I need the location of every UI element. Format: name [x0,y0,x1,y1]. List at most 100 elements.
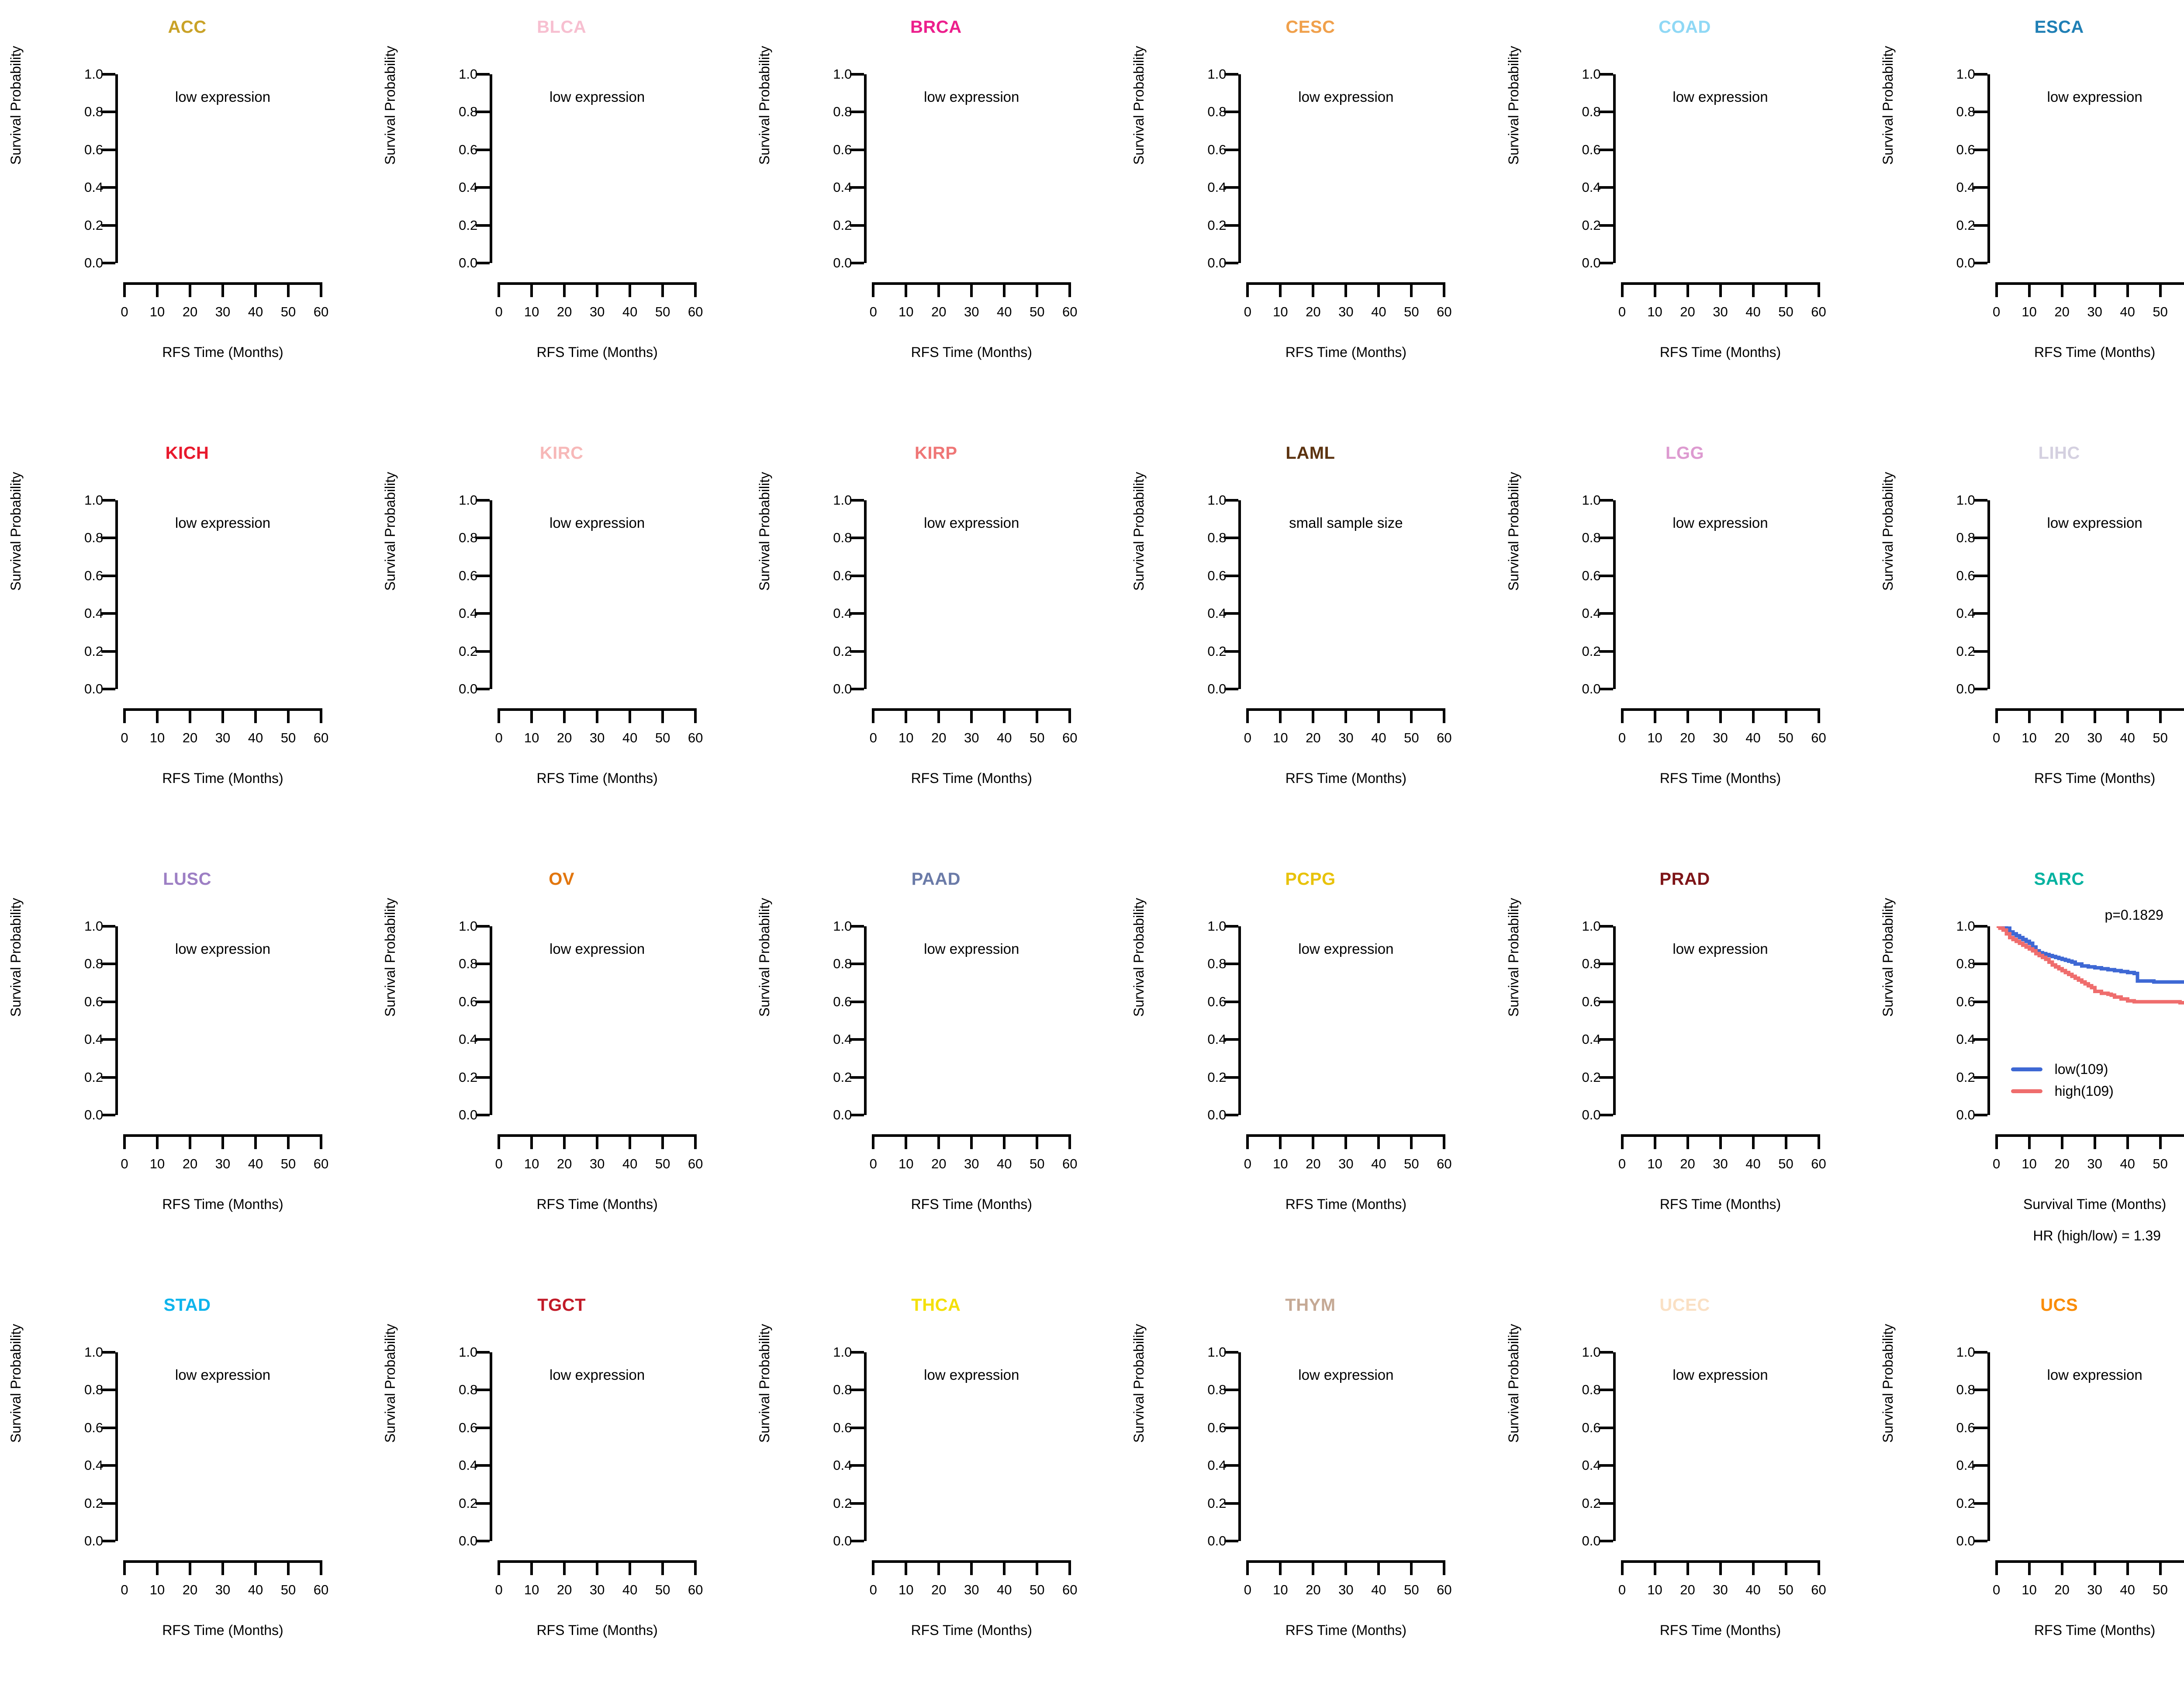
y-tick-label: 0.0 [1207,255,1227,270]
x-tick [1279,708,1282,723]
x-tick-label: 0 [1618,1156,1626,1171]
y-tick-label: 0.8 [459,104,478,120]
x-tick [1279,282,1282,297]
y-tick-label: 0.8 [1582,956,1601,972]
plot-area: 1.0 0.8 0.6 0.4 0.2 0.0 0 10 20 30 40 50 60 Survival … [1123,426,1497,852]
x-tick [2060,1560,2063,1575]
x-tick-label: 10 [524,1582,539,1597]
x-tick-label: 0 [121,1582,128,1597]
y-tick-label: 0.4 [1956,606,1975,621]
panel-title: STAD [163,1295,211,1315]
panel-title: KIRC [539,443,584,463]
x-tick [287,708,290,723]
plot-area: 1.0 0.8 0.6 0.4 0.2 0.0 0 10 20 30 40 50 60 Survival … [374,0,749,426]
y-axis-line [1987,926,1990,1115]
y-tick-label: 1.0 [1582,66,1601,82]
x-axis-label: Survival Time (Months) [2023,1196,2167,1212]
y-tick-label: 1.0 [1207,1344,1227,1360]
x-tick [1410,1560,1413,1575]
y-tick-label: 1.0 [1207,66,1227,82]
x-tick-label: 60 [1811,1582,1826,1597]
x-tick [2093,708,2096,723]
plot-message: low expression [549,1367,645,1383]
x-tick [872,708,875,723]
y-tick-label: 0.8 [1582,104,1601,120]
y-axis-label: Survival Probability [757,45,773,165]
y-tick-label: 0.4 [84,606,104,621]
x-tick [189,708,191,723]
y-axis-label: Survival Probability [1131,471,1147,591]
plot-message: low expression [549,89,645,105]
y-tick-label: 0.8 [1956,1382,1975,1398]
x-tick-label: 40 [2120,304,2135,319]
y-tick-label: 0.4 [1207,1458,1227,1473]
x-tick-label: 0 [1244,304,1251,319]
x-tick [563,282,566,297]
y-tick-label: 0.6 [1207,142,1227,157]
x-tick-label: 20 [931,304,947,319]
y-tick-label: 0.8 [459,956,478,972]
plot-area: 1.0 0.8 0.6 0.4 0.2 0.0 0 10 20 30 40 50 60 Survival … [749,852,1123,1278]
panel-kich: KICH 1.0 0.8 0.6 0.4 0.2 0.0 0 10 20 30 40 50 60 Survi… [0,426,374,852]
x-tick-label: 40 [1745,1582,1761,1597]
x-tick [1068,1560,1071,1575]
x-tick-label: 0 [121,730,128,745]
x-tick [1344,708,1348,723]
y-tick [1599,1351,1613,1354]
x-tick-label: 40 [997,1156,1012,1171]
x-tick-label: 50 [1030,730,1045,745]
plot-message: low expression [2047,515,2143,531]
y-tick [476,688,490,690]
x-tick-label: 0 [495,1582,503,1597]
x-tick [498,1560,501,1575]
y-tick [1599,1464,1613,1467]
x-tick [254,1560,257,1575]
x-tick [937,708,940,723]
y-tick [850,111,864,114]
panel-title: ESCA [2034,17,2084,37]
x-tick [2159,282,2162,297]
x-tick [661,708,664,723]
y-axis-line [1238,500,1241,689]
y-tick-label: 0.2 [459,643,478,659]
y-tick-label: 1.0 [833,918,852,934]
x-tick-label: 30 [964,1156,979,1171]
x-tick [1246,708,1249,723]
x-tick-label: 10 [1647,1156,1662,1171]
y-axis-label: Survival Probability [382,471,398,591]
x-tick-label: 40 [2120,1582,2135,1597]
y-tick-label: 0.8 [84,956,104,972]
y-tick [1973,1389,1987,1392]
x-axis-label: RFS Time (Months) [1659,770,1781,786]
y-tick [1224,111,1239,114]
x-tick [254,282,257,297]
y-axis-line [1613,74,1616,263]
x-tick-label: 50 [280,1582,296,1597]
plot-message: low expression [175,89,271,105]
y-tick [476,262,490,264]
y-tick-label: 0.4 [1582,1032,1601,1047]
y-tick-label: 0.4 [459,1458,478,1473]
y-tick-label: 0.6 [1582,994,1601,1009]
y-tick [1599,111,1613,114]
x-tick-label: 60 [2167,731,2184,745]
x-tick [1719,1560,1722,1575]
p-value-label: p=0.1829 [2105,907,2163,923]
x-tick [1377,282,1380,297]
x-tick [2060,708,2063,723]
x-tick [1246,1560,1249,1575]
x-tick-label: 10 [1647,304,1662,319]
y-tick [1599,650,1613,653]
y-tick [1973,224,1987,227]
x-tick [2126,282,2129,297]
panel-title: OV [549,869,575,889]
x-tick-label: 0 [495,304,503,319]
x-axis-label: RFS Time (Months) [536,1196,658,1212]
x-tick-label: 40 [248,1582,263,1597]
y-tick [1224,1000,1239,1003]
panel-title: UCEC [1659,1295,1710,1315]
x-tick [937,1134,940,1149]
x-tick [1003,1134,1006,1149]
